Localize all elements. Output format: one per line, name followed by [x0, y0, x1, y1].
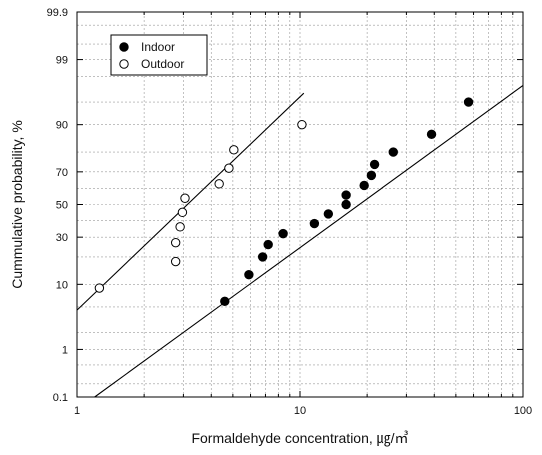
data-point-outdoor [175, 222, 185, 232]
y-tick-label: 90 [56, 120, 68, 132]
legend-label-outdoor: Outdoor [141, 57, 184, 71]
fit-lines [76, 85, 524, 398]
x-tick-label: 10 [294, 405, 306, 417]
data-point-outdoor [214, 179, 224, 189]
data-point-indoor [244, 269, 254, 280]
grid [76, 11, 523, 398]
data-point-outdoor [229, 145, 239, 155]
data-point-indoor [426, 129, 437, 140]
data-point-indoor [257, 252, 268, 262]
data-point-outdoor [170, 256, 181, 267]
data-point-indoor [366, 170, 377, 181]
data-point-indoor [463, 97, 474, 107]
legend-label-indoor: Indoor [141, 40, 175, 54]
y-tick-label: 50 [56, 200, 68, 212]
y-tick-label: 30 [56, 232, 68, 244]
y-tick-label: 10 [56, 279, 68, 291]
x-tick-label: 100 [514, 405, 532, 417]
data-point-outdoor [170, 237, 181, 248]
data-point-indoor [369, 159, 380, 170]
data-point-indoor [278, 228, 288, 239]
x-tick-label: 1 [74, 405, 80, 417]
legend-marker-indoor [119, 42, 129, 52]
y-tick-label: 1 [62, 344, 68, 356]
axis-ticks: 1 10 100 0.1 1 10 30 50 70 90 99 99.9 [47, 7, 533, 417]
data-point-indoor [341, 190, 351, 200]
y-tick-label: 99 [56, 55, 68, 67]
y-tick-label: 70 [56, 167, 68, 179]
fit-line-outdoor [76, 92, 305, 311]
data-point-indoor [309, 218, 320, 229]
legend: Indoor Outdoor [110, 34, 208, 76]
data-point-outdoor [297, 119, 307, 130]
y-axis-title: Cummulative probability, % [9, 120, 25, 289]
x-axis-title: Formaldehyde concentration, ㎍/㎥ [191, 430, 408, 447]
data-point-indoor [220, 296, 230, 307]
fit-line-indoor [94, 85, 524, 398]
y-tick-label: 99.9 [47, 7, 68, 19]
data-point-indoor [388, 147, 398, 157]
data-point-indoor [263, 239, 273, 250]
data-point-outdoor [94, 283, 105, 293]
data-point-outdoor [224, 163, 234, 173]
data-points [94, 97, 474, 307]
data-point-indoor [359, 180, 369, 191]
legend-box [110, 34, 208, 76]
data-point-outdoor [177, 207, 188, 218]
y-tick-label: 0.1 [53, 392, 68, 404]
data-point-outdoor [180, 193, 190, 203]
data-point-indoor [323, 209, 334, 219]
legend-marker-outdoor [119, 59, 129, 69]
data-point-indoor [341, 199, 351, 210]
